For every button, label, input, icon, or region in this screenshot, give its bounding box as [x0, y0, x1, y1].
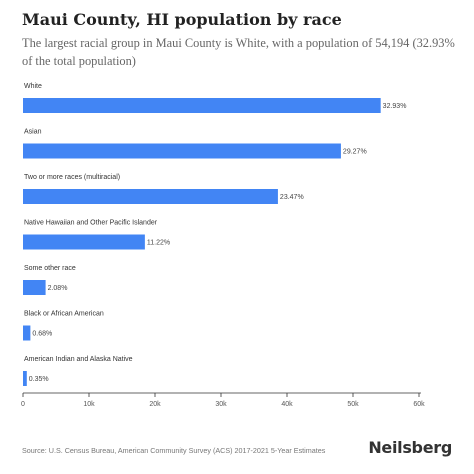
category-label: American Indian and Alaska Native: [24, 356, 133, 363]
brand-logo: Neilsberg: [368, 438, 452, 457]
x-tick-label: 30k: [215, 401, 227, 408]
source-note: Source: U.S. Census Bureau, American Com…: [22, 446, 326, 455]
x-tick-label: 10k: [83, 401, 95, 408]
bar: [23, 189, 278, 204]
bar: [23, 98, 381, 113]
x-tick-label: 0: [21, 401, 25, 408]
bar: [23, 280, 46, 295]
bar: [23, 234, 145, 250]
value-label: 11.22%: [147, 240, 170, 247]
value-label: 0.68%: [32, 331, 52, 338]
category-label: Asian: [24, 129, 42, 136]
x-tick-label: 40k: [281, 401, 293, 408]
x-tick-label: 50k: [347, 401, 359, 408]
bar: [23, 371, 27, 386]
bar: [23, 325, 31, 341]
x-tick-label: 60k: [413, 401, 425, 408]
category-label: Native Hawaiian and Other Pacific Island…: [24, 220, 158, 227]
chart-subtitle: The largest racial group in Maui County …: [22, 36, 455, 68]
value-label: 23.47%: [280, 194, 304, 201]
value-label: 2.08%: [48, 285, 68, 292]
category-label: Two or more races (multiracial): [24, 174, 120, 181]
bar: [23, 143, 341, 159]
category-label: Black or African American: [24, 311, 104, 318]
category-label: White: [24, 83, 42, 90]
chart-title: Maui County, HI population by race: [22, 10, 342, 29]
x-tick-label: 20k: [149, 401, 161, 408]
value-label: 0.35%: [29, 376, 49, 383]
category-label: Some other race: [24, 265, 76, 272]
value-label: 32.93%: [383, 103, 407, 110]
value-label: 29.27%: [343, 149, 367, 156]
